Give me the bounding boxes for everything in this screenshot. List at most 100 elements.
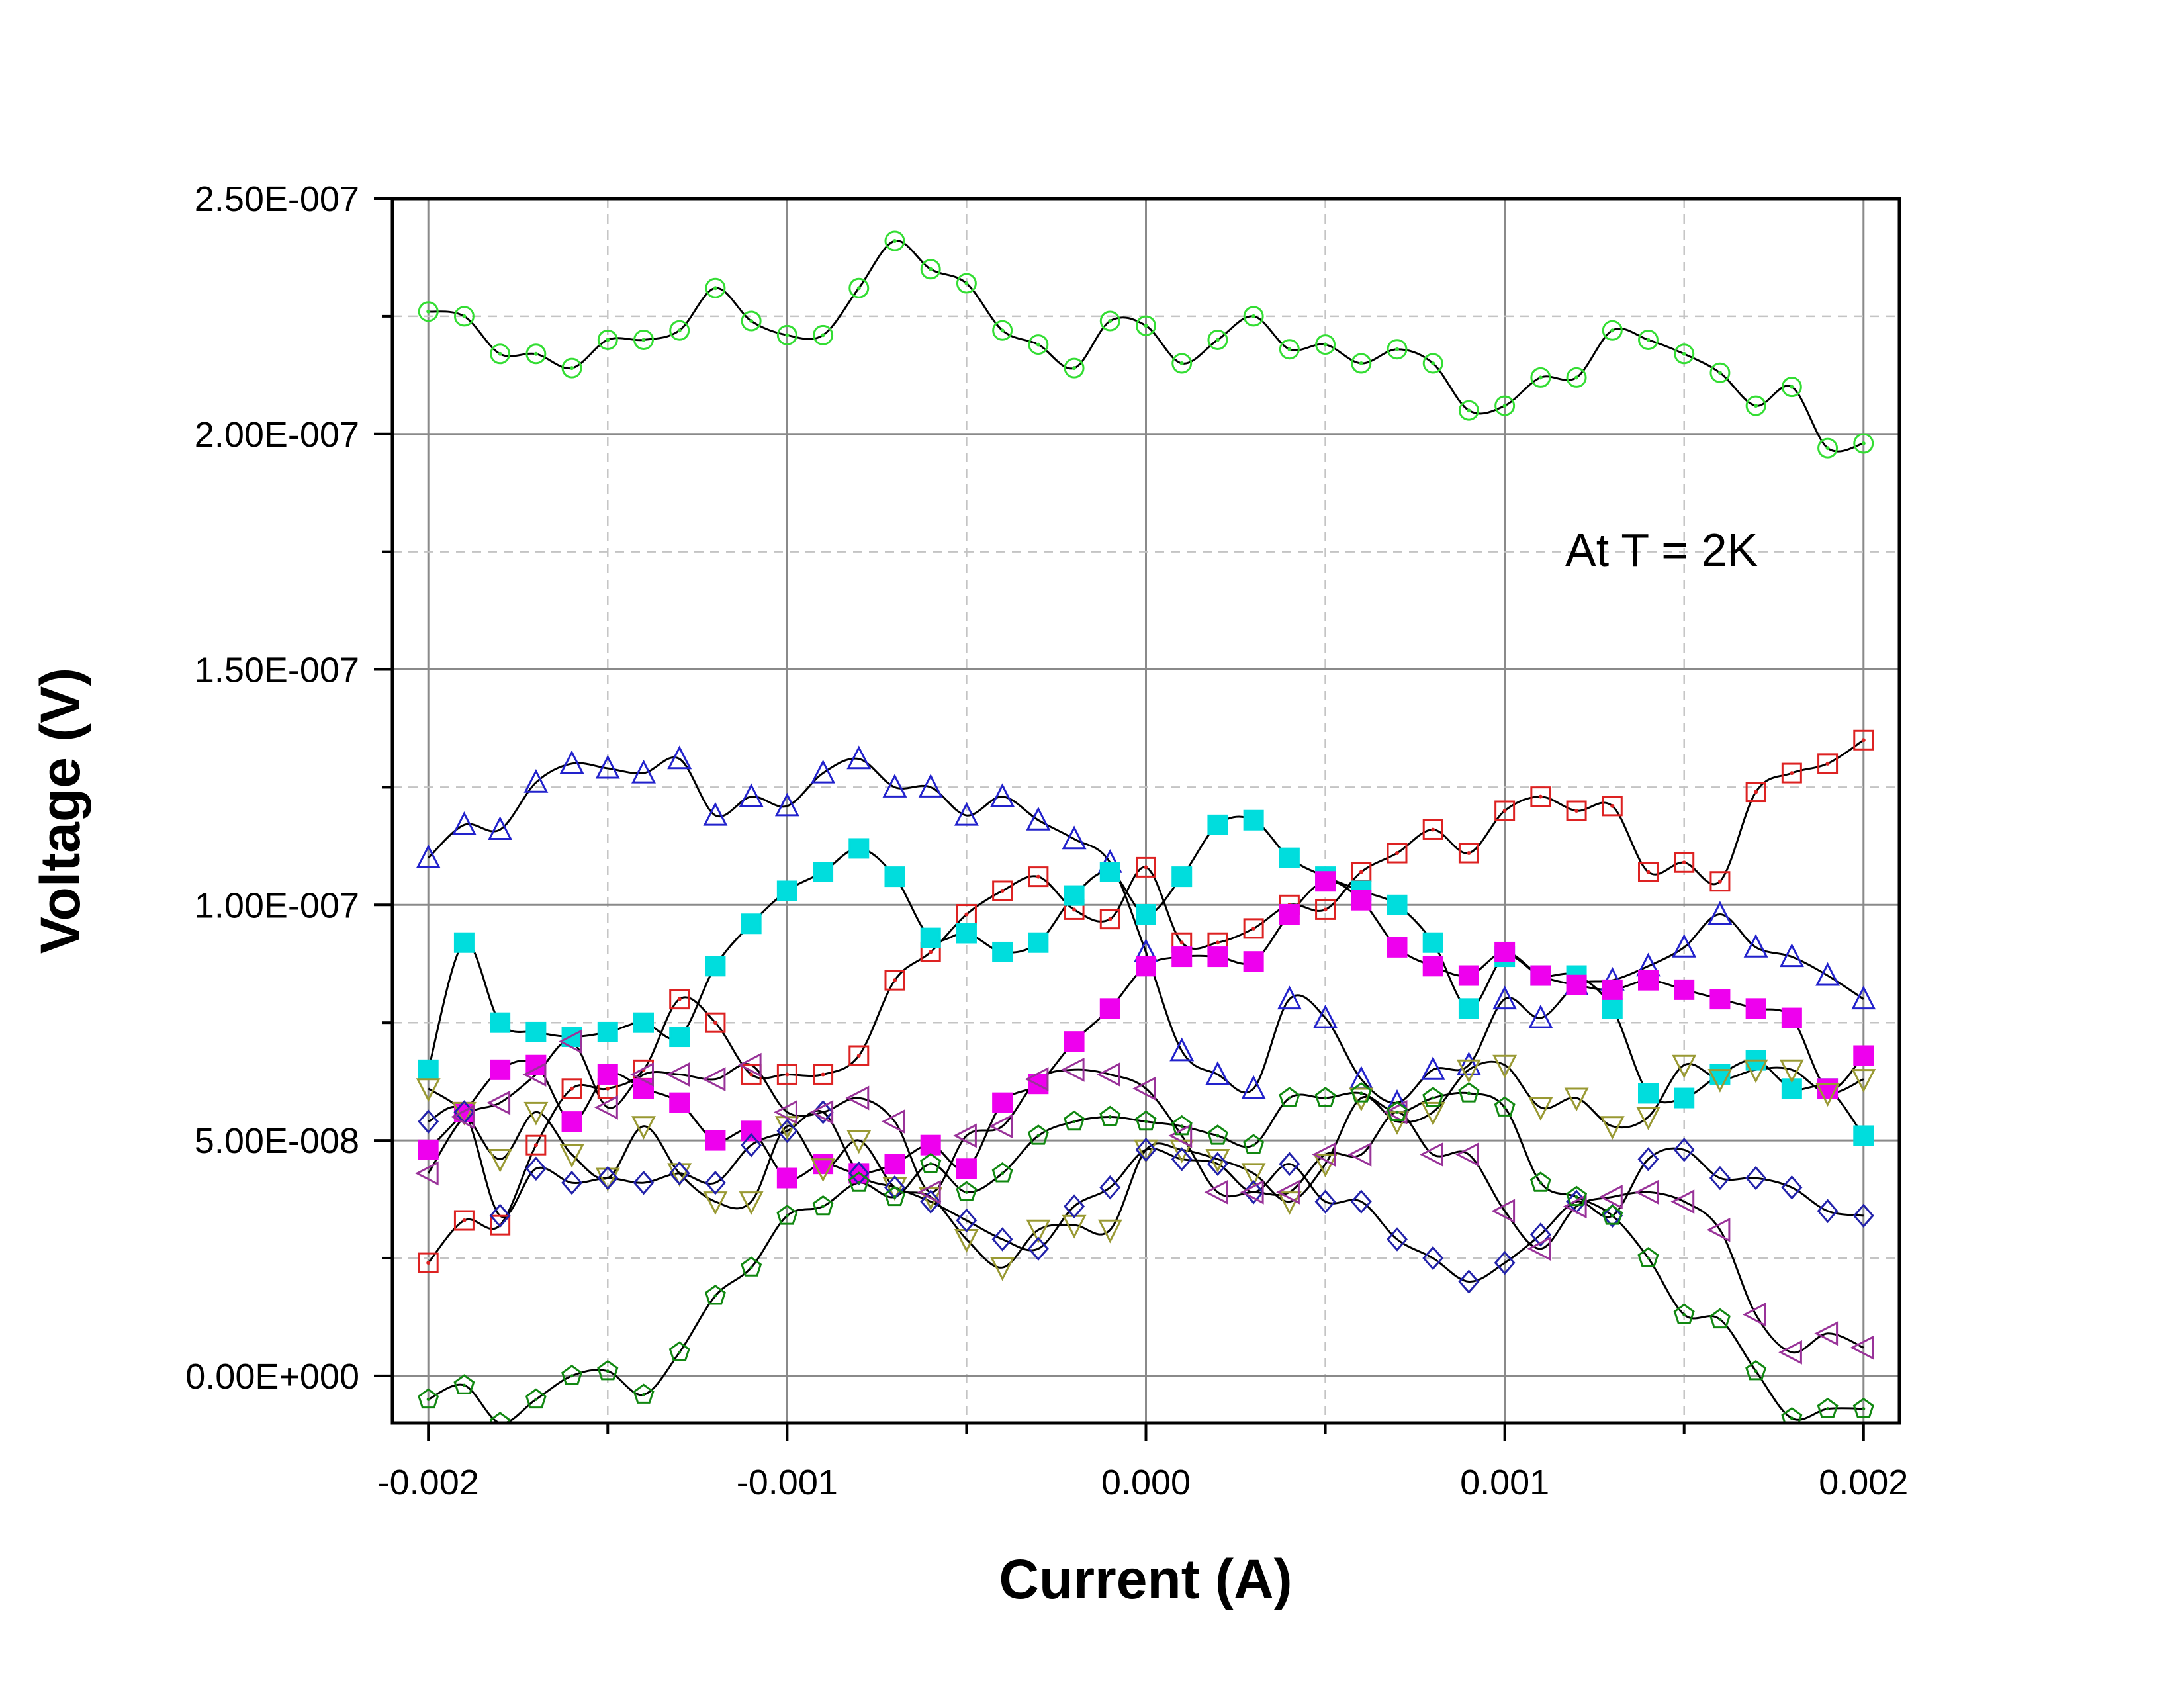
data-point-marker	[1458, 965, 1479, 986]
y-tick-label: 2.50E-007	[195, 179, 359, 219]
data-point-marker	[705, 1012, 726, 1033]
data-point-marker	[1599, 1185, 1623, 1209]
data-point-marker	[1099, 1105, 1121, 1126]
data-point-marker	[1852, 1203, 1874, 1228]
x-tick-label: -0.002	[378, 1463, 479, 1502]
data-point-marker	[1563, 1194, 1587, 1219]
data-point-marker	[418, 1059, 439, 1080]
data-point-marker	[1743, 1059, 1768, 1083]
data-point-marker	[1638, 1083, 1659, 1104]
data-point-dot	[1000, 328, 1005, 333]
data-point-marker	[561, 1111, 582, 1132]
data-point-marker	[1494, 1250, 1516, 1275]
data-point-marker	[918, 774, 943, 798]
data-point-marker	[1350, 1082, 1372, 1103]
temperature-annotation: At T = 2K	[1565, 524, 1758, 576]
data-point-marker	[1313, 1004, 1338, 1028]
data-point-marker	[776, 1167, 797, 1189]
data-point-marker	[1312, 1142, 1336, 1167]
data-point-marker	[523, 769, 549, 793]
data-point-marker	[884, 230, 905, 251]
data-point-marker	[1781, 1007, 1802, 1028]
data-point-dot	[856, 1054, 861, 1058]
data-point-marker	[1240, 1179, 1264, 1205]
data-point-marker	[774, 1099, 797, 1124]
series-3-curve	[428, 739, 1864, 1264]
data-point-marker	[1637, 1247, 1659, 1267]
data-point-dot	[533, 351, 538, 356]
data-markers	[414, 230, 1876, 1423]
data-point-marker	[453, 306, 475, 327]
data-point-marker	[418, 1109, 439, 1134]
y-tick-label: 5.00E-008	[195, 1121, 359, 1161]
data-point-marker	[1781, 1407, 1803, 1423]
data-point-marker	[1204, 1179, 1228, 1205]
data-point-dot	[821, 333, 825, 338]
data-point-marker	[1420, 1056, 1445, 1080]
data-point-marker	[451, 811, 477, 835]
data-point-dot	[1251, 314, 1256, 318]
data-point-marker	[991, 1162, 1013, 1183]
data-point-marker	[1347, 1142, 1372, 1167]
data-point-marker	[1494, 395, 1516, 416]
data-point-marker	[1455, 1142, 1479, 1167]
data-point-marker	[1852, 1397, 1874, 1418]
data-point-marker	[811, 759, 836, 784]
data-point-marker	[1422, 956, 1443, 977]
data-point-marker	[1602, 1205, 1623, 1225]
data-point-marker	[1528, 1097, 1553, 1121]
y-tick-label: 0.00E+000	[185, 1357, 359, 1396]
data-point-dot	[857, 1181, 861, 1185]
data-point-marker	[451, 1105, 475, 1129]
data-point-marker	[1279, 1087, 1300, 1107]
data-point-marker	[597, 329, 618, 350]
data-point-marker	[1781, 377, 1802, 398]
data-point-marker	[597, 1021, 618, 1042]
data-point-dot	[498, 351, 502, 356]
y-tick-label: 2.00E-007	[195, 415, 359, 455]
data-point-dot	[1682, 351, 1686, 356]
data-point-marker	[1527, 1236, 1551, 1261]
data-point-marker	[704, 1170, 726, 1195]
data-point-dot	[821, 1072, 825, 1077]
data-point-dot	[462, 1218, 467, 1223]
data-point-marker	[1743, 934, 1768, 958]
data-point-marker	[1207, 814, 1228, 835]
data-point-marker	[1313, 1154, 1338, 1177]
data-point-marker	[989, 1114, 1013, 1139]
data-point-marker	[956, 1181, 978, 1201]
data-point-marker	[1778, 1340, 1802, 1365]
data-point-dot	[570, 1086, 574, 1091]
series-6-curve	[428, 1060, 1864, 1269]
data-point-dot	[1682, 1312, 1686, 1316]
data-point-marker	[1026, 1219, 1051, 1244]
data-point-marker	[1456, 1051, 1481, 1075]
data-point-marker	[633, 329, 654, 350]
data-point-marker	[1243, 1134, 1265, 1154]
x-tick-label: -0.001	[737, 1463, 838, 1502]
data-point-marker	[1638, 970, 1659, 991]
data-point-marker	[1494, 1096, 1516, 1117]
data-point-dot	[1251, 1143, 1255, 1147]
data-point-marker	[416, 1078, 441, 1103]
data-point-dot	[1359, 1091, 1363, 1095]
data-point-dot	[1826, 1407, 1830, 1411]
data-point-marker	[1706, 1217, 1731, 1242]
data-point-marker	[1386, 1101, 1408, 1121]
data-point-marker	[956, 273, 977, 294]
data-point-marker	[1458, 400, 1479, 421]
data-point-marker	[739, 783, 764, 807]
data-point-marker	[525, 1021, 547, 1042]
data-point-marker	[1169, 1037, 1195, 1062]
data-point-marker	[669, 320, 690, 341]
data-point-marker	[1709, 362, 1731, 383]
data-point-marker	[1099, 998, 1120, 1019]
data-point-marker	[1458, 998, 1479, 1019]
data-point-marker	[1279, 847, 1300, 868]
data-point-marker	[1097, 1219, 1122, 1244]
data-point-marker	[1279, 339, 1300, 360]
data-point-dot	[1216, 1134, 1220, 1138]
data-point-marker	[1027, 1124, 1049, 1145]
data-point-marker	[1674, 979, 1695, 1000]
data-point-marker	[1136, 904, 1156, 925]
